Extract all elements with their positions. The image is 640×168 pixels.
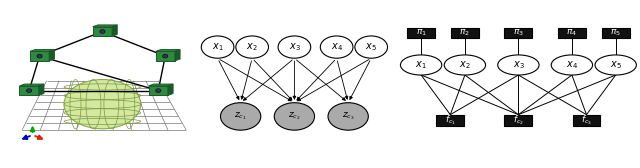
Polygon shape <box>19 84 44 86</box>
Circle shape <box>444 55 486 75</box>
Ellipse shape <box>64 79 141 129</box>
Polygon shape <box>30 50 54 51</box>
Circle shape <box>220 103 261 130</box>
Circle shape <box>156 89 161 92</box>
Text: $x_5$: $x_5$ <box>365 41 377 53</box>
Text: $\pi_2$: $\pi_2$ <box>460 28 470 38</box>
Text: $x_2$: $x_2$ <box>246 41 258 53</box>
Text: $\pi_3$: $\pi_3$ <box>513 28 524 38</box>
Text: $\pi_4$: $\pi_4$ <box>566 28 577 38</box>
Polygon shape <box>168 84 173 95</box>
Polygon shape <box>156 50 180 51</box>
FancyBboxPatch shape <box>573 115 600 127</box>
FancyBboxPatch shape <box>436 115 464 127</box>
Text: $\pi_5$: $\pi_5$ <box>610 28 621 38</box>
Text: $f_{c_2}$: $f_{c_2}$ <box>513 114 524 127</box>
Circle shape <box>163 55 168 58</box>
Circle shape <box>28 90 31 92</box>
Circle shape <box>37 55 42 58</box>
Circle shape <box>551 55 593 75</box>
FancyBboxPatch shape <box>602 28 630 38</box>
Polygon shape <box>148 86 168 95</box>
Polygon shape <box>156 51 175 61</box>
Text: $x_1$: $x_1$ <box>415 59 427 71</box>
Circle shape <box>328 103 368 130</box>
Text: $\pi_1$: $\pi_1$ <box>415 28 427 38</box>
FancyBboxPatch shape <box>407 28 435 38</box>
Circle shape <box>275 103 314 130</box>
Circle shape <box>157 90 159 92</box>
Polygon shape <box>49 50 54 61</box>
Text: $z_{c_1}$: $z_{c_1}$ <box>234 111 247 122</box>
Circle shape <box>320 36 353 58</box>
Polygon shape <box>39 84 44 95</box>
FancyBboxPatch shape <box>558 28 586 38</box>
Text: $x_3$: $x_3$ <box>289 41 300 53</box>
Circle shape <box>401 55 442 75</box>
Text: $x_5$: $x_5$ <box>610 59 621 71</box>
Circle shape <box>498 55 539 75</box>
Polygon shape <box>93 25 117 27</box>
Circle shape <box>100 30 104 33</box>
Text: $z_{c_3}$: $z_{c_3}$ <box>342 111 355 122</box>
Circle shape <box>201 36 234 58</box>
Circle shape <box>595 55 636 75</box>
Circle shape <box>101 31 104 32</box>
Text: $x_2$: $x_2$ <box>459 59 470 71</box>
Polygon shape <box>19 86 39 95</box>
FancyBboxPatch shape <box>504 28 532 38</box>
Text: $x_1$: $x_1$ <box>212 41 223 53</box>
Circle shape <box>38 55 41 57</box>
Text: $f_{c_1}$: $f_{c_1}$ <box>445 114 456 127</box>
Text: $z_{c_2}$: $z_{c_2}$ <box>288 111 301 122</box>
Polygon shape <box>148 84 173 86</box>
Circle shape <box>164 55 166 57</box>
Polygon shape <box>93 27 112 36</box>
Text: $x_4$: $x_4$ <box>566 59 578 71</box>
Circle shape <box>278 36 311 58</box>
Polygon shape <box>30 51 49 61</box>
FancyBboxPatch shape <box>451 28 479 38</box>
Text: $x_4$: $x_4$ <box>331 41 342 53</box>
Text: $x_3$: $x_3$ <box>513 59 524 71</box>
Circle shape <box>27 89 31 92</box>
Polygon shape <box>112 25 117 36</box>
FancyBboxPatch shape <box>504 115 532 127</box>
Text: $f_{c_3}$: $f_{c_3}$ <box>581 114 592 127</box>
Circle shape <box>236 36 269 58</box>
Circle shape <box>355 36 388 58</box>
Polygon shape <box>175 50 180 61</box>
